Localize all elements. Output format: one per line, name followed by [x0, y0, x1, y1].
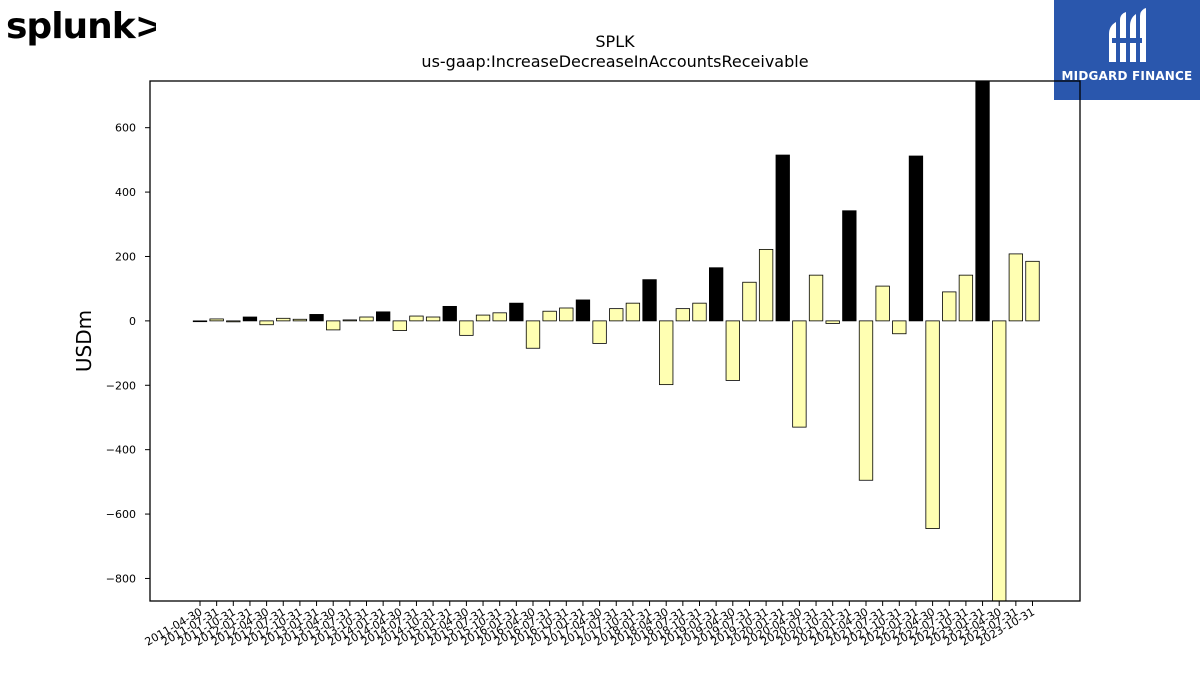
bar-2020-10-31	[825, 320, 840, 324]
bar-2017-10-31	[625, 302, 641, 322]
bar-2014-04-30	[392, 320, 407, 331]
bar-2021-10-31	[892, 320, 907, 335]
bar-2011-04-30	[192, 320, 208, 323]
bar-2021-01-31	[842, 210, 857, 322]
bar-2023-01-31	[975, 80, 990, 322]
bar-2015-04-30	[459, 320, 474, 336]
bar-2018-07-31	[675, 308, 690, 322]
bar-2016-10-31	[559, 307, 574, 322]
bar-2017-07-31	[609, 308, 624, 322]
bar-2022-01-31	[908, 155, 924, 322]
y-tick-label: 200	[115, 250, 136, 263]
chart-subtitle: us-gaap:IncreaseDecreaseInAccountsReceiv…	[421, 52, 809, 71]
y-axis: −800 −600 −400 −200 0 200 400 600	[106, 122, 150, 585]
y-tick-label: 400	[115, 186, 136, 199]
bar-2023-10-31	[1025, 260, 1040, 322]
bar-2019-04-30	[725, 320, 740, 381]
bar-2016-04-30	[525, 320, 541, 349]
splunk-logo-text: splunk>	[6, 6, 156, 47]
plot-frame	[149, 80, 1081, 602]
bar-2015-01-31	[442, 305, 457, 322]
bar-2014-07-31	[409, 315, 424, 322]
bar-2013-01-31	[309, 314, 324, 322]
bar-2019-10-31	[758, 248, 774, 322]
bar-2018-01-31	[642, 279, 657, 322]
midgard-finance-logo: MIDGARD FINANCE	[1054, 0, 1200, 100]
bar-2012-07-31	[276, 317, 291, 322]
bar-2011-10-31	[226, 320, 241, 323]
bar-2014-10-31	[425, 316, 441, 322]
bar-2019-07-31	[742, 281, 757, 322]
y-axis-label: USDm	[72, 310, 96, 372]
bars-group	[192, 80, 1040, 602]
midgard-emblem-icon	[1109, 8, 1146, 62]
bar-2013-10-31	[359, 316, 374, 322]
bar-2018-04-30	[659, 320, 674, 386]
bar-2012-10-31	[292, 318, 308, 322]
bar-2015-10-31	[492, 312, 507, 322]
bar-2016-07-31	[542, 310, 557, 322]
bar-2012-04-30	[259, 320, 274, 326]
bar-2019-01-31	[709, 267, 724, 322]
y-tick-label: 0	[129, 315, 136, 328]
bar-2018-10-31	[692, 302, 707, 322]
bar-2020-01-31	[775, 154, 790, 322]
bar-2022-10-31	[958, 274, 974, 322]
bar-2021-07-31	[875, 285, 890, 322]
bar-2015-07-31	[475, 314, 491, 322]
bar-2022-07-31	[942, 291, 957, 322]
bar-2014-01-31	[375, 311, 391, 322]
bar-2013-07-31	[342, 319, 358, 322]
bar-2017-01-31	[575, 299, 591, 322]
bar-2023-04-30	[992, 320, 1007, 602]
bar-2020-07-31	[808, 274, 824, 322]
y-tick-label: −200	[106, 379, 136, 392]
bar-2022-04-30	[925, 320, 940, 529]
midgard-finance-label: MIDGARD FINANCE	[1061, 69, 1193, 83]
y-tick-label: −800	[106, 572, 136, 585]
chart-title: SPLK	[595, 32, 635, 51]
x-axis: 2011-04-302011-07-312011-10-312012-01-31…	[143, 601, 1037, 649]
bar-2012-01-31	[242, 316, 258, 322]
bar-2017-04-30	[592, 320, 607, 344]
bar-2016-01-31	[509, 302, 524, 322]
y-tick-label: 600	[115, 122, 136, 135]
bar-2021-04-30	[858, 320, 874, 481]
splunk-logo: splunk>	[6, 4, 165, 52]
bar-2013-04-30	[326, 320, 341, 331]
y-tick-label: −600	[106, 508, 136, 521]
y-tick-label: −400	[106, 444, 136, 457]
bar-2023-07-31	[1008, 253, 1023, 322]
bar-2020-04-30	[792, 320, 807, 428]
bar-2011-07-31	[209, 318, 224, 322]
